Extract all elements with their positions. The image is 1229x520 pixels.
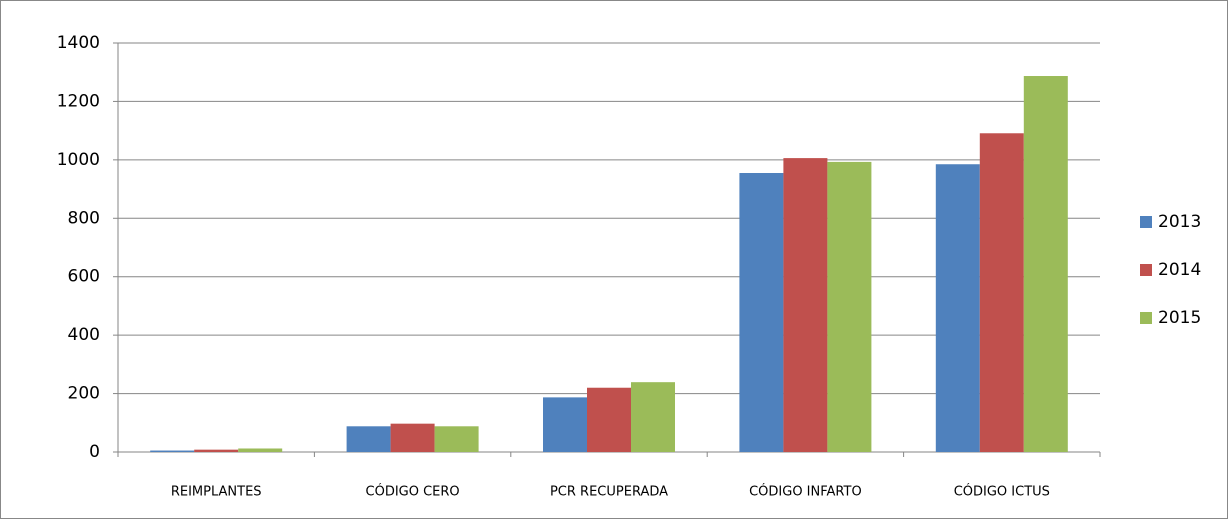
x-tick-label: CÓDIGO ICTUS <box>954 484 1050 500</box>
y-tick-label: 1400 <box>57 33 100 53</box>
bar <box>783 158 828 452</box>
bar <box>194 449 239 452</box>
y-tick-label: 1200 <box>57 91 100 111</box>
bar <box>543 397 587 452</box>
legend-swatch <box>1140 264 1152 276</box>
x-tick-label: REIMPLANTES <box>171 485 262 500</box>
bar <box>434 426 479 452</box>
bar <box>827 161 872 452</box>
y-tick-label: 400 <box>68 325 100 345</box>
bar <box>979 133 1024 452</box>
bar <box>150 450 195 452</box>
y-tick-label: 800 <box>68 208 100 228</box>
bar <box>346 426 391 452</box>
bar <box>1023 76 1068 452</box>
bar <box>631 382 675 452</box>
y-tick-label: 1000 <box>57 150 100 170</box>
x-tick-label: CÓDIGO INFARTO <box>749 484 862 500</box>
legend-swatch <box>1140 216 1152 228</box>
y-tick-label: 600 <box>68 267 100 287</box>
legend-swatch <box>1140 312 1152 324</box>
legend-label: 2013 <box>1158 212 1201 232</box>
legend-label: 2015 <box>1158 308 1201 328</box>
bar <box>390 423 435 452</box>
x-tick-label: PCR RECUPERADA <box>550 485 668 500</box>
bar <box>238 448 283 452</box>
y-tick-label: 0 <box>89 442 100 462</box>
y-tick-label: 200 <box>68 384 100 404</box>
x-tick-label: CÓDIGO CERO <box>366 484 460 500</box>
bar <box>935 164 980 452</box>
legend-label: 2014 <box>1158 260 1201 280</box>
bar <box>587 387 631 452</box>
bar <box>739 173 784 452</box>
